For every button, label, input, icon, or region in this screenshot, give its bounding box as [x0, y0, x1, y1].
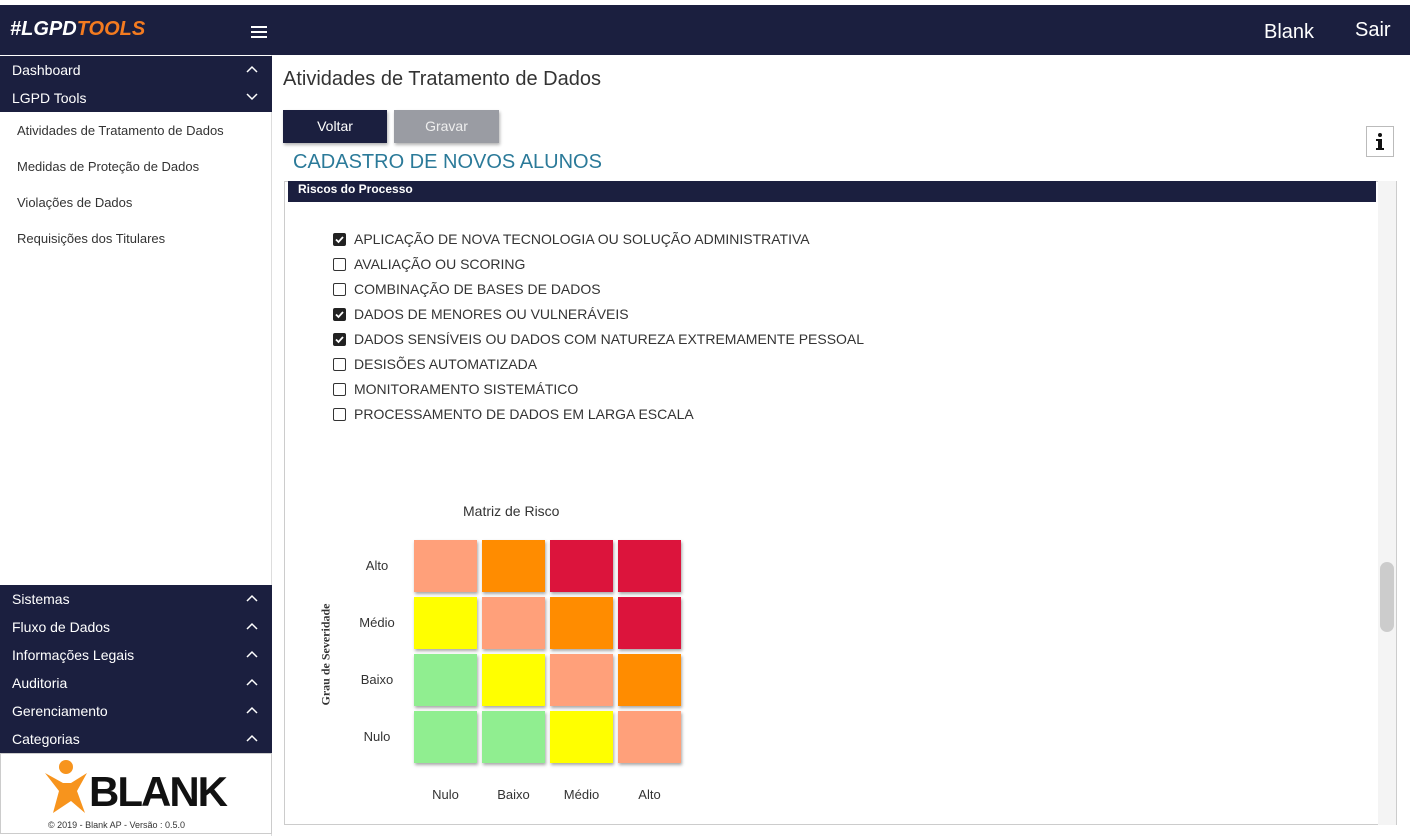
risk-label: MONITORAMENTO SISTEMÁTICO: [354, 381, 579, 397]
chevron-icon: [246, 650, 258, 658]
menu-label: Sistemas: [12, 591, 70, 607]
matrix-cell: [618, 711, 681, 763]
risk-label: APLICAÇÃO DE NOVA TECNOLOGIA OU SOLUÇÃO …: [354, 231, 810, 247]
checkbox[interactable]: [333, 233, 346, 246]
matrix-cell: [550, 597, 613, 649]
matrix-column-label: Baixo: [497, 787, 530, 802]
matrix-y-label: Grau de Severidade: [318, 603, 333, 706]
checkbox[interactable]: [333, 283, 346, 296]
chevron-icon: [246, 594, 258, 602]
chevron-icon: [246, 622, 258, 630]
checkmark: [335, 236, 344, 244]
matrix-cell: [482, 597, 545, 649]
risk-label: AVALIAÇÃO OU SCORING: [354, 256, 526, 272]
menu-item[interactable]: Dashboard: [0, 56, 272, 84]
menu-item[interactable]: Fluxo de Dados: [0, 613, 272, 641]
scrollbar[interactable]: [1378, 181, 1396, 825]
brand-figure: [45, 760, 87, 813]
submenu-item[interactable]: Violações de Dados: [17, 195, 133, 210]
checkbox[interactable]: [333, 383, 346, 396]
menu-item[interactable]: Categorias: [0, 725, 272, 753]
menu-item[interactable]: LGPD Tools: [0, 84, 272, 112]
form-title: CADASTRO DE NOVOS ALUNOS: [293, 151, 602, 173]
matrix-cell: [482, 540, 545, 592]
matrix-row-label: Baixo: [360, 672, 394, 687]
top-bar: #LGPDTOOLS Blank Sair: [0, 5, 1410, 55]
matrix-cell: [550, 711, 613, 763]
matrix-column-label: Nulo: [432, 787, 459, 802]
matrix-cell: [618, 654, 681, 706]
logo-prefix: #LGPD: [10, 18, 77, 40]
matrix-cell: [482, 711, 545, 763]
matrix-column-label: Médio: [563, 787, 600, 802]
checkbox[interactable]: [333, 308, 346, 321]
chevron-icon: [246, 93, 258, 101]
checkmark: [335, 336, 344, 344]
risk-label: COMBINAÇÃO DE BASES DE DADOS: [354, 281, 601, 297]
menu-label: Gerenciamento: [12, 703, 108, 719]
hamburger-icon[interactable]: [251, 26, 267, 38]
checkbox[interactable]: [333, 258, 346, 271]
checkbox[interactable]: [333, 333, 346, 346]
matrix-cell: [618, 540, 681, 592]
menu-item[interactable]: Gerenciamento: [0, 697, 272, 725]
menu-item[interactable]: Informações Legais: [0, 641, 272, 669]
menu-label: Auditoria: [12, 675, 68, 691]
top-margin: [0, 0, 1410, 5]
brand-box: BLANK © 2019 - Blank AP - Versão : 0.5.0: [0, 753, 272, 834]
submenu-item[interactable]: Atividades de Tratamento de Dados: [17, 123, 224, 138]
section-header: Riscos do Processo: [288, 181, 1376, 202]
save-button[interactable]: Gravar: [394, 110, 499, 143]
matrix-row-label: Médio: [359, 615, 395, 630]
matrix-column-label: Alto: [638, 787, 661, 802]
chevron-icon: [246, 65, 258, 73]
menu-item[interactable]: Sistemas: [0, 585, 272, 613]
submenu-item[interactable]: Medidas de Proteção de Dados: [17, 159, 200, 174]
matrix-cell: [618, 597, 681, 649]
risk-label: DESISÕES AUTOMATIZADA: [354, 356, 538, 372]
chevron-icon: [246, 678, 258, 686]
risk-label: DADOS SENSÍVEIS OU DADOS COM NATUREZA EX…: [354, 331, 865, 347]
menu-label: Categorias: [12, 731, 80, 747]
risk-label: DADOS DE MENORES OU VULNERÁVEIS: [354, 306, 629, 322]
submenu-item[interactable]: Requisições dos Titulares: [17, 231, 166, 246]
footer-text: © 2019 - Blank AP - Versão : 0.5.0: [48, 820, 186, 830]
matrix-cell: [414, 597, 477, 649]
info-button[interactable]: [1366, 126, 1394, 158]
scroll-thumb[interactable]: [1380, 562, 1394, 632]
logout-link[interactable]: Sair: [1355, 19, 1391, 41]
menu-label: Fluxo de Dados: [12, 619, 111, 635]
page-title: Atividades de Tratamento de Dados: [283, 68, 601, 90]
matrix-cell: [414, 540, 477, 592]
section-title: Riscos do Processo: [298, 182, 413, 196]
menu-label: LGPD Tools: [12, 90, 87, 106]
menu-label: Informações Legais: [12, 647, 135, 663]
chevron-icon: [246, 706, 258, 714]
matrix-cell: [414, 711, 477, 763]
menu-label: Dashboard: [12, 62, 81, 78]
app-logo[interactable]: #LGPDTOOLS: [10, 18, 145, 41]
menu-item[interactable]: Auditoria: [0, 669, 272, 697]
user-link[interactable]: Blank: [1264, 21, 1315, 43]
risk-label: PROCESSAMENTO DE DADOS EM LARGA ESCALA: [354, 406, 694, 422]
matrix-cell: [414, 654, 477, 706]
checkmark: [335, 311, 344, 319]
checkbox[interactable]: [333, 358, 346, 371]
matrix-cell: [550, 654, 613, 706]
matrix-title: Matriz de Risco: [463, 503, 560, 519]
matrix-cell: [550, 540, 613, 592]
sidebar: [0, 55, 272, 836]
matrix-row-label: Nulo: [363, 729, 391, 744]
checkbox[interactable]: [333, 408, 346, 421]
back-button[interactable]: Voltar: [283, 110, 387, 143]
matrix-cell: [482, 654, 545, 706]
logo-suffix: TOOLS: [76, 18, 146, 40]
matrix-row-label: Alto: [365, 558, 389, 573]
chevron-icon: [246, 734, 258, 742]
brand-name: BLANK: [89, 768, 228, 815]
